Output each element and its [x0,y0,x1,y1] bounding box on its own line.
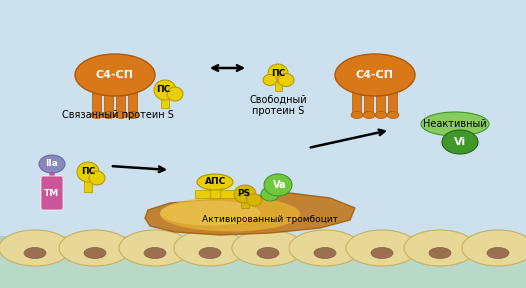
Ellipse shape [144,247,166,259]
Ellipse shape [91,111,103,118]
Ellipse shape [77,162,99,182]
Ellipse shape [75,54,155,96]
Ellipse shape [462,230,526,266]
FancyBboxPatch shape [41,176,63,210]
Ellipse shape [264,174,292,196]
Bar [95,83,135,95]
Text: С4-СП: С4-СП [96,70,134,80]
Ellipse shape [232,230,304,266]
Ellipse shape [487,247,509,259]
Ellipse shape [59,230,131,266]
Ellipse shape [160,196,300,232]
Ellipse shape [103,111,115,118]
Ellipse shape [234,185,256,203]
Ellipse shape [39,155,65,173]
Ellipse shape [404,230,476,266]
Text: Vi: Vi [454,137,466,147]
Ellipse shape [289,230,361,266]
Ellipse shape [127,111,139,118]
Text: IIa: IIa [46,160,58,168]
Ellipse shape [346,230,418,266]
Text: АПС: АПС [205,177,227,187]
Bar [0,236,526,288]
Ellipse shape [314,247,336,259]
Bar [161,92,169,108]
Bar [352,93,361,115]
Text: С4-СП: С4-СП [356,70,394,80]
Ellipse shape [160,200,260,226]
Ellipse shape [375,111,387,118]
Bar [241,196,249,208]
Bar [104,93,113,115]
Ellipse shape [89,171,105,185]
Bar [355,83,395,95]
Ellipse shape [257,247,279,259]
Text: ПС: ПС [81,168,95,177]
Ellipse shape [115,111,127,118]
Ellipse shape [278,73,294,86]
Bar [128,93,137,115]
Text: Активированный тромбоцит: Активированный тромбоцит [202,215,338,225]
Text: Неактивный: Неактивный [423,119,487,129]
Bar [275,77,282,91]
Ellipse shape [421,112,489,136]
Bar [92,93,101,115]
Text: ПС: ПС [156,84,170,94]
Bar [0,242,526,288]
Polygon shape [145,193,355,235]
Ellipse shape [387,111,399,118]
Bar [220,190,235,198]
Ellipse shape [174,230,246,266]
Text: PS: PS [237,190,250,198]
Bar [49,166,55,180]
Ellipse shape [167,87,183,101]
Text: Va: Va [273,180,287,190]
Ellipse shape [154,80,176,100]
Ellipse shape [363,111,375,118]
Bar [388,93,397,115]
Ellipse shape [119,230,191,266]
Text: ТМ: ТМ [44,190,59,198]
Ellipse shape [261,187,279,201]
Ellipse shape [263,75,277,86]
Ellipse shape [199,247,221,259]
Ellipse shape [442,130,478,154]
Ellipse shape [197,174,233,190]
Bar [84,174,92,192]
Bar [376,93,385,115]
Text: ПС: ПС [271,69,285,77]
Ellipse shape [24,247,46,259]
Bar [195,190,210,198]
Ellipse shape [429,247,451,259]
Bar [210,180,220,198]
Bar [116,93,125,115]
Ellipse shape [335,54,415,96]
Bar [364,93,373,115]
Ellipse shape [247,194,261,206]
Ellipse shape [268,64,288,82]
Ellipse shape [84,247,106,259]
Text: Свободный
протеин S: Свободный протеин S [249,94,307,116]
Ellipse shape [371,247,393,259]
Ellipse shape [0,230,71,266]
Ellipse shape [351,111,363,118]
Text: Связанный протеин S: Связанный протеин S [62,110,174,120]
